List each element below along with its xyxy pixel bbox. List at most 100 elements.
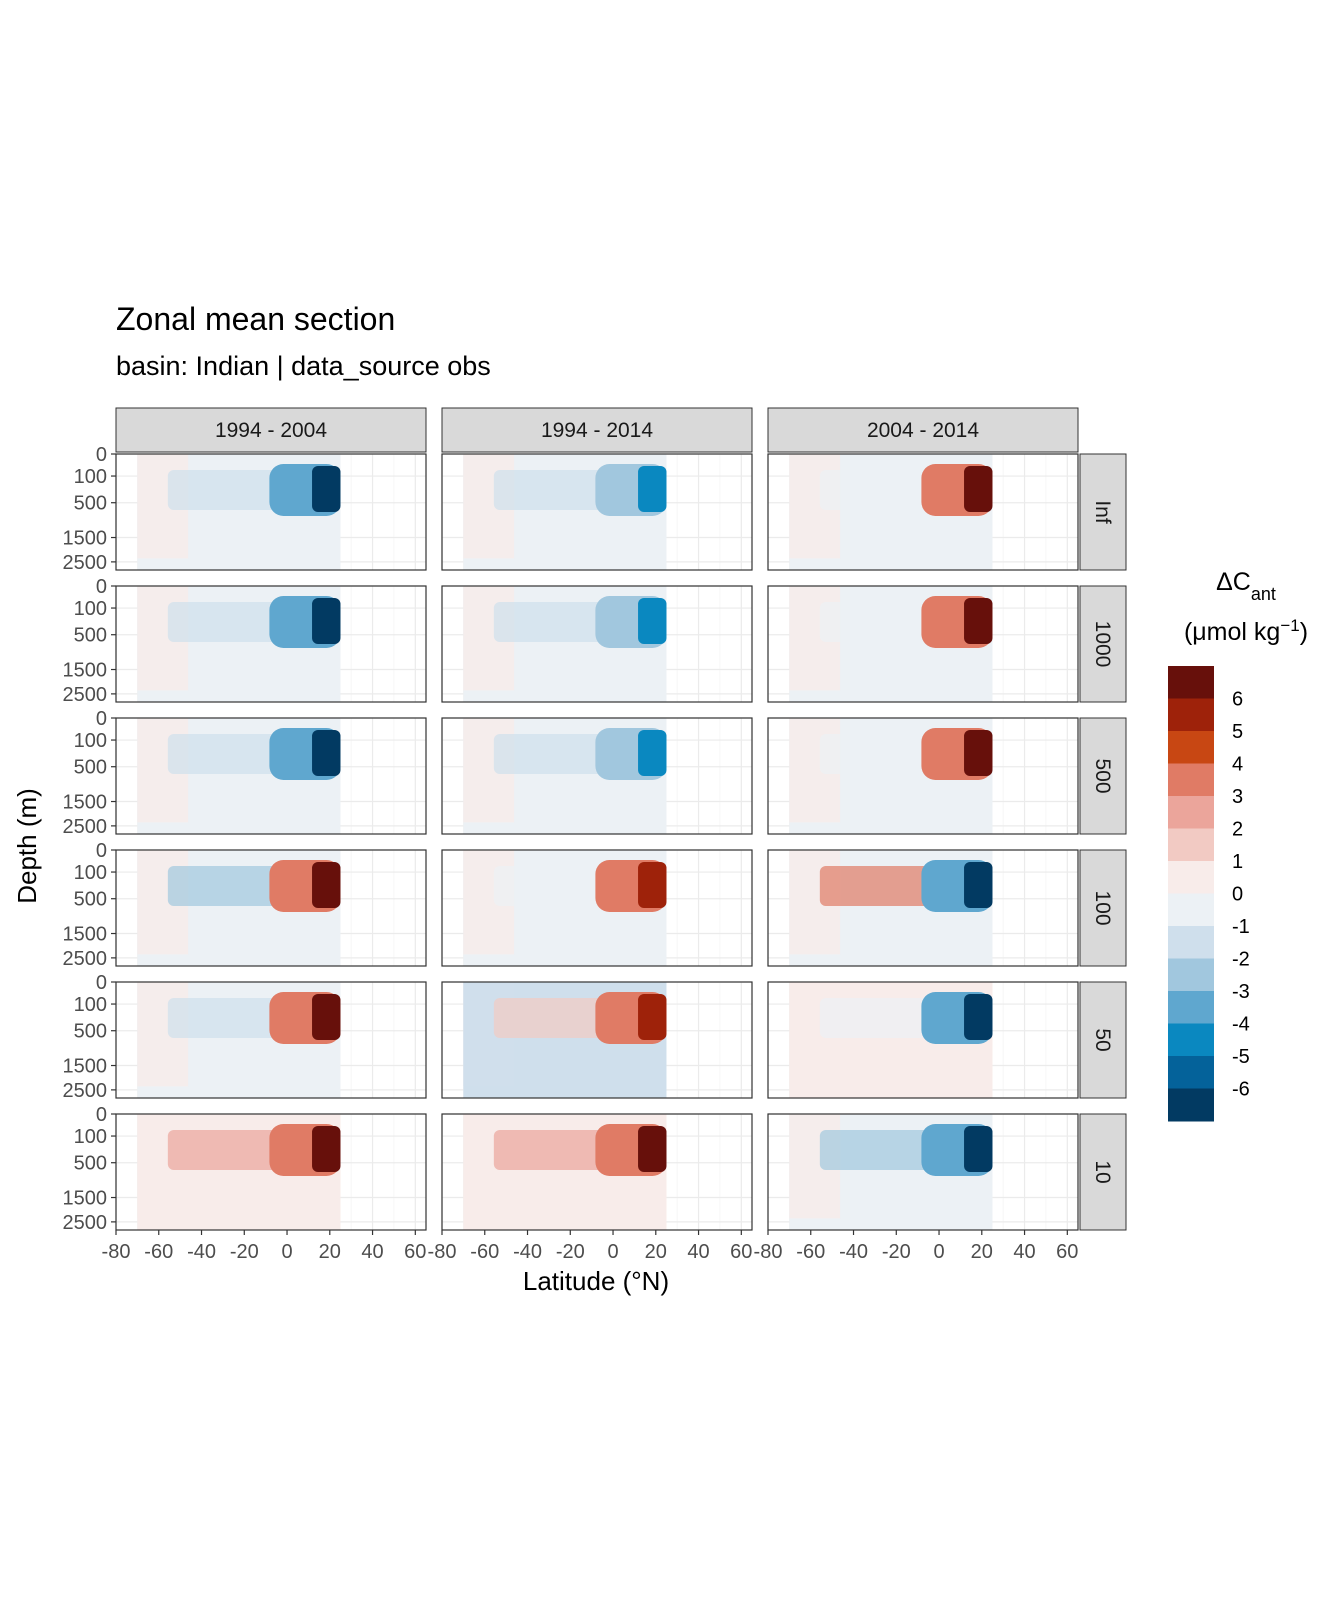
x-tick-label: 60: [730, 1241, 752, 1263]
x-tick-label: -80: [754, 1241, 783, 1263]
facet-strip-row-label: 100: [1091, 890, 1114, 925]
x-tick-label: -60: [470, 1241, 499, 1263]
panel-border: [115, 453, 427, 571]
y-tick-label: 100: [74, 1126, 107, 1148]
facet-strip-row-label: 50: [1091, 1028, 1114, 1051]
y-tick-label: 0: [96, 1104, 107, 1126]
y-tick-label: 500: [74, 889, 107, 911]
x-tick-label: 0: [281, 1241, 292, 1263]
legend-color-key: [1168, 666, 1214, 699]
facet-strip-row: [1079, 1113, 1127, 1231]
legend-color-key: [1168, 958, 1214, 992]
facet-panel: [767, 585, 1079, 703]
y-tick-label: 500: [74, 1153, 107, 1175]
legend-label: -3: [1232, 981, 1250, 1003]
legend-title-subscript: ant: [1251, 584, 1276, 604]
y-tick-label: 1500: [63, 924, 108, 946]
x-tick-label: 40: [361, 1241, 383, 1263]
field-surface-core: [312, 730, 341, 776]
field-surface-core: [312, 862, 341, 908]
facet-strip-row-label: 1000: [1091, 621, 1114, 668]
field-surface-core: [638, 598, 667, 644]
y-tick-label: 100: [74, 994, 107, 1016]
facet-strip-column: [441, 407, 753, 453]
legend-color-key: [1168, 1056, 1214, 1089]
field-surface-core: [638, 730, 667, 776]
field-surface-core: [964, 1126, 993, 1172]
x-tick-label: -20: [556, 1241, 585, 1263]
facet-panel: [767, 453, 1079, 571]
facet-panel: [767, 849, 1079, 967]
panel-border: [115, 849, 427, 967]
y-tick-label: 2500: [63, 1080, 108, 1102]
x-tick-label: 20: [645, 1241, 667, 1263]
field-surface-core: [964, 862, 993, 908]
facet-panel: [767, 981, 1079, 1099]
field-surface-core: [964, 994, 993, 1040]
legend-label: -6: [1232, 1079, 1250, 1101]
y-tick-label: 2500: [63, 948, 108, 970]
y-tick-label: 100: [74, 598, 107, 620]
y-tick-label: 1500: [63, 528, 108, 550]
field-surface-core: [964, 598, 993, 644]
facet-panel: [441, 585, 753, 703]
legend-color-key: [1168, 926, 1214, 959]
panel-border: [441, 453, 753, 571]
y-tick-label: 500: [74, 757, 107, 779]
panel-border: [441, 717, 753, 835]
facet-panel: [441, 981, 753, 1099]
x-tick-label: -80: [102, 1241, 131, 1263]
facet-panel: -80 -60 -40 -20 0 20 40 60: [754, 1113, 1079, 1263]
y-tick-label: 1500: [63, 1056, 108, 1078]
y-tick-label: 1500: [63, 792, 108, 814]
x-tick-label: -60: [144, 1241, 173, 1263]
facet-strip-row: [1079, 717, 1127, 835]
y-tick-label: 0: [96, 576, 107, 598]
facet-panel: [441, 717, 753, 835]
facet-strip-row-label: 500: [1091, 758, 1114, 793]
facet-panel: [767, 717, 1079, 835]
field-surface-core: [312, 598, 341, 644]
field-surface-core: [964, 466, 993, 512]
facet-strip-row-label: 10: [1091, 1160, 1114, 1183]
facet-strip-row: [1079, 981, 1127, 1099]
field-surface-core: [638, 1126, 667, 1172]
panel-border: [441, 1113, 753, 1231]
legend-label: 3: [1232, 786, 1243, 808]
facet-strip-row: [1079, 453, 1127, 571]
legend-label: -1: [1232, 916, 1250, 938]
panel-border: [441, 585, 753, 703]
chart-title: Zonal mean section: [116, 301, 395, 337]
field-surface-core: [638, 466, 667, 512]
legend-color-key: [1168, 861, 1214, 894]
legend-unit-close: ): [1300, 618, 1308, 646]
x-tick-label: 40: [687, 1241, 709, 1263]
y-tick-label: 2500: [63, 816, 108, 838]
legend-label: 5: [1232, 721, 1243, 743]
facet-strip-row-label: Inf: [1091, 500, 1114, 524]
legend-unit: (μmol kg−1): [1184, 616, 1308, 647]
x-tick-label: 0: [607, 1241, 618, 1263]
field-surface-core: [964, 730, 993, 776]
panel-border: [767, 981, 1079, 1099]
y-tick-label: 100: [74, 730, 107, 752]
legend-label: -5: [1232, 1046, 1250, 1068]
y-tick-label: 1500: [63, 660, 108, 682]
x-axis-title: Latitude (°N): [523, 1266, 669, 1296]
facet-panel: [441, 453, 753, 571]
panel-border: [115, 1113, 427, 1231]
facet-strip-column-label: 1994 - 2004: [215, 419, 327, 442]
y-tick-label: 500: [74, 1021, 107, 1043]
field-surface-core: [312, 1126, 341, 1172]
facet-strip-column: [115, 407, 427, 453]
x-tick-label: -20: [230, 1241, 259, 1263]
y-tick-label: 500: [74, 493, 107, 515]
y-tick-label: 2500: [63, 552, 108, 574]
legend-label: 0: [1232, 884, 1243, 906]
facet-panel: -80 -60 -40 -20 0 20 40 60: [428, 1113, 753, 1263]
panel-border: [115, 585, 427, 703]
legend-color-key: [1168, 698, 1214, 732]
x-tick-label: -40: [513, 1241, 542, 1263]
panel-border: [767, 453, 1079, 571]
